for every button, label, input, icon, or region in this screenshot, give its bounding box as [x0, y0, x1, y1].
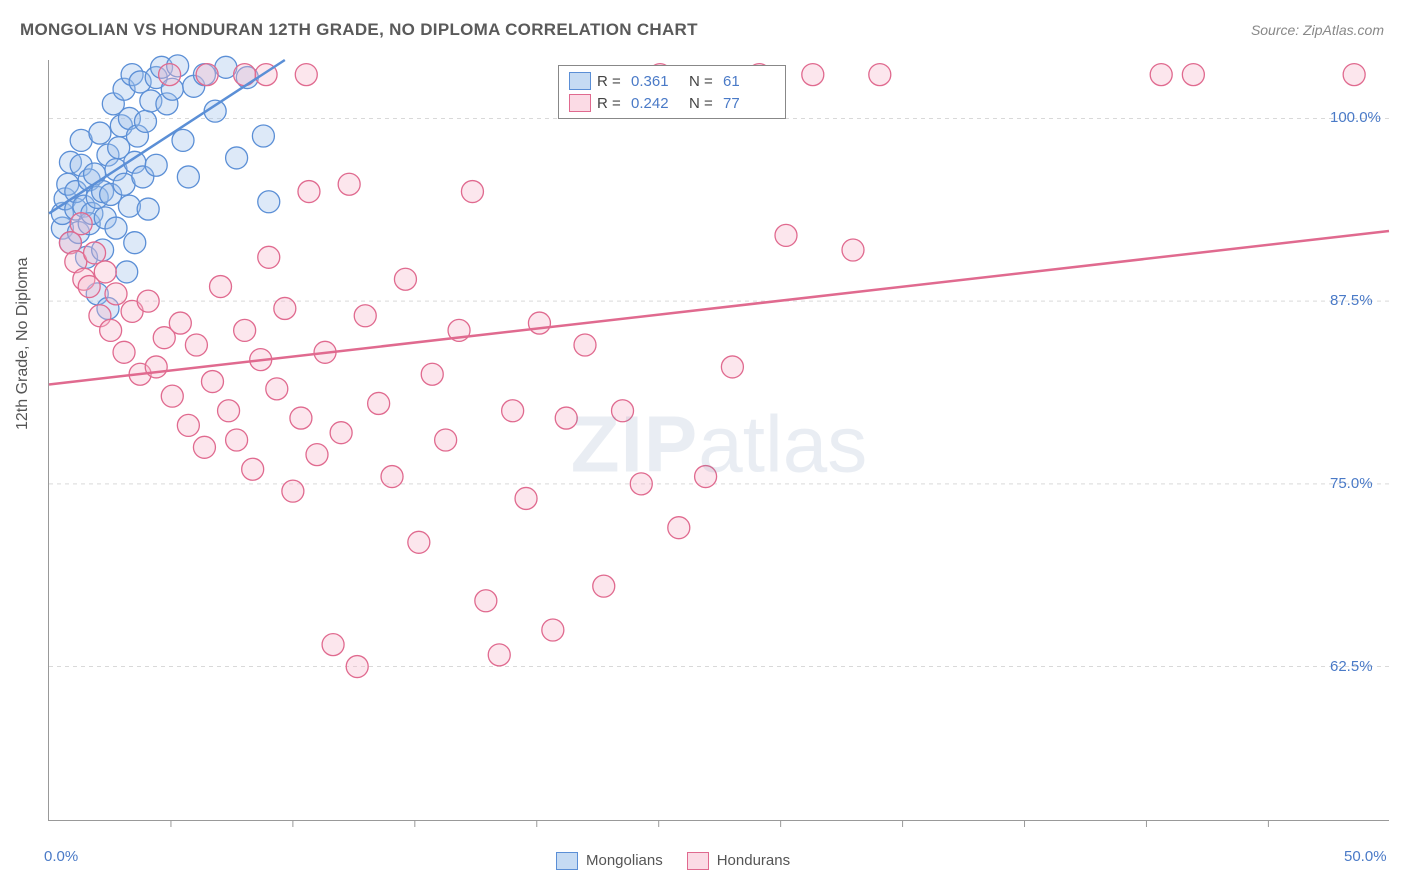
source-attribution: Source: ZipAtlas.com: [1251, 22, 1384, 38]
legend-swatch-icon: [569, 94, 591, 112]
legend-r-value: 0.361: [631, 73, 683, 90]
legend-r-label: R =: [597, 95, 625, 112]
legend-stat-row: R = 0.242 N = 77: [569, 92, 775, 114]
y-axis-label: 12th Grade, No Diploma: [14, 257, 32, 430]
legend-label: Hondurans: [717, 852, 790, 869]
legend-n-label: N =: [689, 95, 717, 112]
x-tick-label: 50.0%: [1344, 848, 1387, 865]
legend-swatch-icon: [687, 852, 709, 870]
y-tick-label: 62.5%: [1330, 658, 1373, 675]
legend-stat-row: R = 0.361 N = 61: [569, 70, 775, 92]
legend-r-label: R =: [597, 73, 625, 90]
legend-swatch-icon: [556, 852, 578, 870]
legend-item: Hondurans: [687, 852, 790, 870]
plot-area: ZIPatlas: [48, 60, 1389, 821]
legend-n-value: 77: [723, 95, 775, 112]
x-tick-label: 0.0%: [44, 848, 78, 865]
chart-title: MONGOLIAN VS HONDURAN 12TH GRADE, NO DIP…: [20, 20, 698, 40]
y-tick-label: 75.0%: [1330, 475, 1373, 492]
legend-n-value: 61: [723, 73, 775, 90]
legend-swatch-icon: [569, 72, 591, 90]
scatter-svg: [49, 60, 1389, 820]
legend-n-label: N =: [689, 73, 717, 90]
legend-r-value: 0.242: [631, 95, 683, 112]
legend-label: Mongolians: [586, 852, 663, 869]
legend-item: Mongolians: [556, 852, 663, 870]
y-tick-label: 87.5%: [1330, 292, 1373, 309]
legend-stats: R = 0.361 N = 61 R = 0.242 N = 77: [558, 65, 786, 119]
legend-series: Mongolians Hondurans: [556, 852, 790, 870]
y-tick-label: 100.0%: [1330, 109, 1381, 126]
